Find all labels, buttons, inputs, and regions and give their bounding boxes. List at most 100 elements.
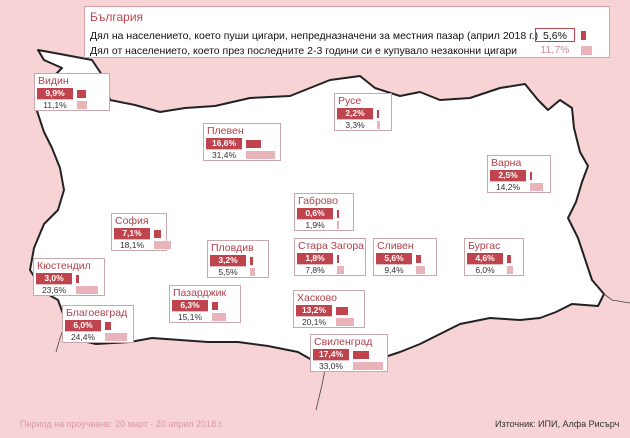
region-card-svilengrad: Свиленград 17,4% 33,0% [310,334,388,372]
region-name: Стара Загора [298,240,365,252]
smoking-bar [336,307,348,315]
smoking-bar [250,257,253,265]
smoking-value: 5,6% [376,253,412,264]
source-note: Източник: ИПИ, Алфа Рисърч [495,419,620,429]
region-name: Кюстендил [37,260,91,272]
illegal-value: 20,1% [296,316,332,327]
region-name: Хасково [297,292,337,304]
illegal-bar [154,241,171,249]
illegal-bar [337,266,344,274]
region-card-ruse: Русе 2,2% 3,3% [334,93,392,131]
smoking-bar [77,90,86,98]
legend-illegal-label: Дял от населението, което през последнит… [90,45,518,57]
smoking-value: 6,3% [172,300,208,311]
legend-smoking-label: Дял на населението, което пуши цигари, н… [90,30,539,42]
illegal-bar [336,318,354,326]
illegal-bar [353,362,383,370]
smoking-value: 16,6% [206,138,242,149]
illegal-value: 6,0% [467,264,503,275]
region-card-pazardzhik: Пазарджик 6,3% 15,1% [169,285,241,323]
smoking-value: 17,4% [313,349,349,360]
region-card-varna: Варна 2,5% 14,2% [487,155,551,193]
legend-smoking-bar [581,31,586,40]
illegal-bar [377,121,380,129]
region-name: София [115,215,149,227]
smoking-bar [337,255,339,263]
smoking-bar [416,255,421,263]
illegal-value: 15,1% [172,311,208,322]
illegal-bar [507,266,513,274]
region-card-stara-zagora: Стара Загора 1,8% 7,8% [294,238,366,276]
region-name: Плевен [207,125,244,137]
smoking-bar [377,110,379,118]
illegal-value: 3,3% [337,119,373,130]
illegal-bar [105,333,127,341]
smoking-bar [530,172,532,180]
legend-smoking-value: 5,6% [535,28,575,42]
illegal-value: 23,6% [36,284,72,295]
illegal-value: 1,9% [297,219,333,230]
illegal-bar [77,101,87,109]
illegal-bar [250,268,255,276]
region-card-gabrovo: Габрово 0,6% 1,9% [294,193,354,231]
region-card-burgas: Бургас 4,6% 6,0% [464,238,524,276]
region-name: Пловдив [211,242,254,254]
smoking-value: 4,6% [467,253,503,264]
smoking-value: 9,9% [37,88,73,99]
illegal-value: 9,4% [376,264,412,275]
survey-period: Период на проучване: 20 март - 20 април … [20,419,224,429]
legend-illegal-value: 11,7% [540,44,570,56]
region-card-sofia: София 7,1% 18,1% [111,213,171,251]
smoking-bar [246,140,261,148]
smoking-value: 2,2% [337,108,373,119]
illegal-value: 18,1% [114,239,150,250]
smoking-value: 0,6% [297,208,333,219]
illegal-value: 7,8% [297,264,333,275]
smoking-value: 1,8% [297,253,333,264]
smoking-bar [507,255,511,263]
smoking-value: 6,0% [65,320,101,331]
illegal-value: 31,4% [206,149,242,160]
region-card-vidin: Видин 9,9% 11,1% [34,73,110,111]
south-east-border-line [603,293,630,304]
illegal-bar [212,313,226,321]
region-name: Пазарджик [173,287,227,299]
smoking-value: 3,0% [36,273,72,284]
illegal-bar [530,183,543,191]
region-name: Сливен [377,240,414,252]
illegal-bar [337,221,339,229]
illegal-bar [416,266,425,274]
region-card-pleven: Плевен 16,6% 31,4% [203,123,281,161]
region-card-blagoevgrad: Благоевград 6,0% 24,4% [62,305,134,343]
smoking-bar [154,230,161,238]
illegal-value: 24,4% [65,331,101,342]
smoking-bar [212,302,218,310]
smoking-bar [105,322,111,330]
smoking-value: 3,2% [210,255,246,266]
legend-illegal-bar [581,46,592,55]
region-card-sliven: Сливен 5,6% 9,4% [373,238,437,276]
legend-title: България [90,10,144,24]
illegal-value: 14,2% [490,181,526,192]
region-name: Благоевград [66,307,128,319]
smoking-value: 13,2% [296,305,332,316]
region-name: Варна [491,157,522,169]
smoking-value: 2,5% [490,170,526,181]
region-card-plovdiv: Пловдив 3,2% 5,5% [207,240,269,278]
smoking-bar [353,351,369,359]
region-name: Свиленград [314,336,373,348]
region-name: Бургас [468,240,501,252]
illegal-bar [246,151,275,159]
region-card-haskovo: Хасково 13,2% 20,1% [293,290,365,328]
legend-box: България Дял на населението, което пуши … [84,6,610,58]
smoking-value: 7,1% [114,228,150,239]
smoking-bar [76,275,79,283]
illegal-bar [76,286,98,294]
region-name: Русе [338,95,362,107]
illegal-value: 5,5% [210,266,246,277]
region-name: Видин [38,75,69,87]
illegal-value: 33,0% [313,360,349,371]
smoking-bar [337,210,339,218]
illegal-value: 11,1% [37,99,73,110]
region-name: Габрово [298,195,338,207]
